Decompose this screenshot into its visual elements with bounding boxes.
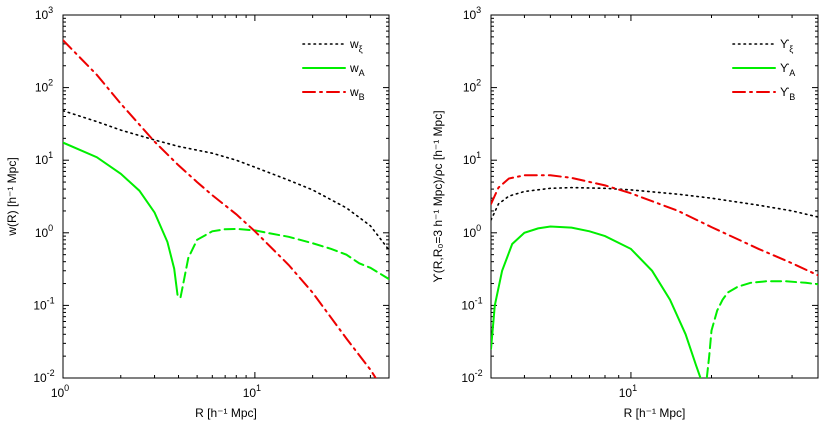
y-tick-label: 100 (35, 223, 53, 240)
y-tick-label: 10-1 (33, 295, 54, 312)
plot-frame (62, 14, 390, 379)
series-line-1 (63, 109, 389, 251)
y-tick-label: 102 (35, 78, 53, 95)
y-axis-title: w(R) [h⁻¹ Mpc] (5, 157, 19, 236)
y-tick-label: 102 (463, 78, 481, 95)
x-tick-label: 100 (51, 383, 69, 400)
legend-label: ϒξ (780, 37, 793, 54)
legend-label: ϒB (780, 85, 795, 102)
series-line-3 (179, 227, 389, 299)
series-line-2 (491, 225, 702, 378)
chart-panel-1: 10-2 10-1 100 101 102 103 100 101 R [h⁻¹ Mpc] w(R… (5, 5, 390, 420)
x-axis-title: R [h⁻¹ Mpc] (624, 406, 686, 420)
legend-label: ϒA (780, 61, 795, 78)
chart-panel-2: 10-2 10-1 100 101 102 103 101 R [h⁻¹ Mpc] ϒ(R,R₀… (431, 5, 819, 420)
legend-label: wξ (349, 37, 363, 54)
plot-frame (490, 14, 819, 379)
series-line-3 (705, 280, 818, 378)
legend-label: wB (349, 85, 365, 102)
x-axis-title: R [h⁻¹ Mpc] (195, 406, 257, 420)
series-line-2 (63, 141, 179, 296)
y-tick-label: 103 (35, 5, 53, 22)
y-axis-title: ϒ(R,R₀=3 h⁻¹ Mpc)/ρᴄ [h⁻¹ Mpc] (431, 110, 445, 282)
y-tick-label: 10-1 (461, 295, 482, 312)
y-tick-label: 101 (35, 150, 53, 167)
y-tick-label: 10-2 (461, 368, 482, 385)
y-tick-label: 100 (463, 223, 481, 240)
y-tick-label: 10-2 (33, 368, 54, 385)
x-tick-label: 101 (619, 383, 637, 400)
series-line-1 (491, 186, 818, 221)
series-line-4 (491, 174, 818, 277)
x-tick-label: 101 (243, 383, 261, 400)
series-line-4 (63, 39, 377, 378)
legend-label: wA (349, 61, 365, 78)
y-tick-label: 103 (463, 5, 481, 22)
y-tick-label: 101 (463, 150, 481, 167)
